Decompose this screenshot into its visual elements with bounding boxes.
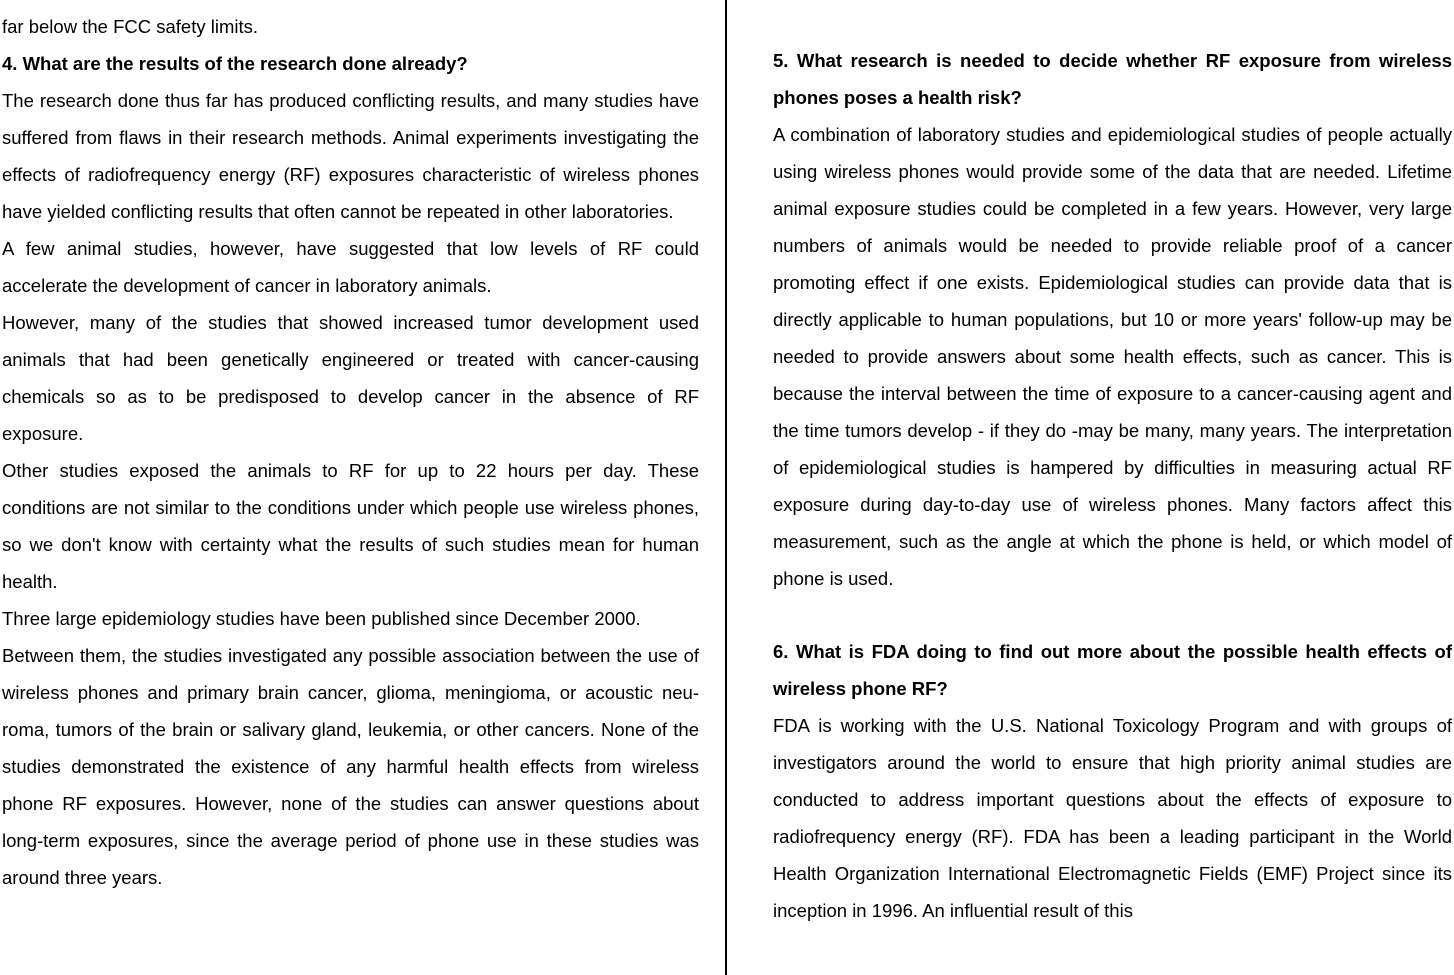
section-heading-4: 4. What are the results of the research … <box>2 45 699 82</box>
body-text: FDA is working with the U.S. National To… <box>773 707 1452 929</box>
right-column: 5. What research is needed to decide whe… <box>727 0 1454 975</box>
section-heading-5: 5. What research is needed to decide whe… <box>773 42 1452 116</box>
body-text: Three large epidemiology studies have be… <box>2 600 699 637</box>
body-text: A few animal studies, however, have sugg… <box>2 230 699 304</box>
body-text: The research done thus far has produced … <box>2 82 699 230</box>
body-text: far below the FCC safety limits. <box>2 8 699 45</box>
paragraph-spacer <box>773 597 1452 633</box>
body-text: A combination of laboratory studies and … <box>773 116 1452 597</box>
body-text: However, many of the studies that showed… <box>2 304 699 452</box>
body-text: Other studies exposed the animals to RF … <box>2 452 699 600</box>
section-heading-6: 6. What is FDA doing to find out more ab… <box>773 633 1452 707</box>
two-column-page: far below the FCC safety limits. 4. What… <box>0 0 1454 975</box>
left-column: far below the FCC safety limits. 4. What… <box>0 0 727 975</box>
body-text: Between them, the studies investigated a… <box>2 637 699 896</box>
